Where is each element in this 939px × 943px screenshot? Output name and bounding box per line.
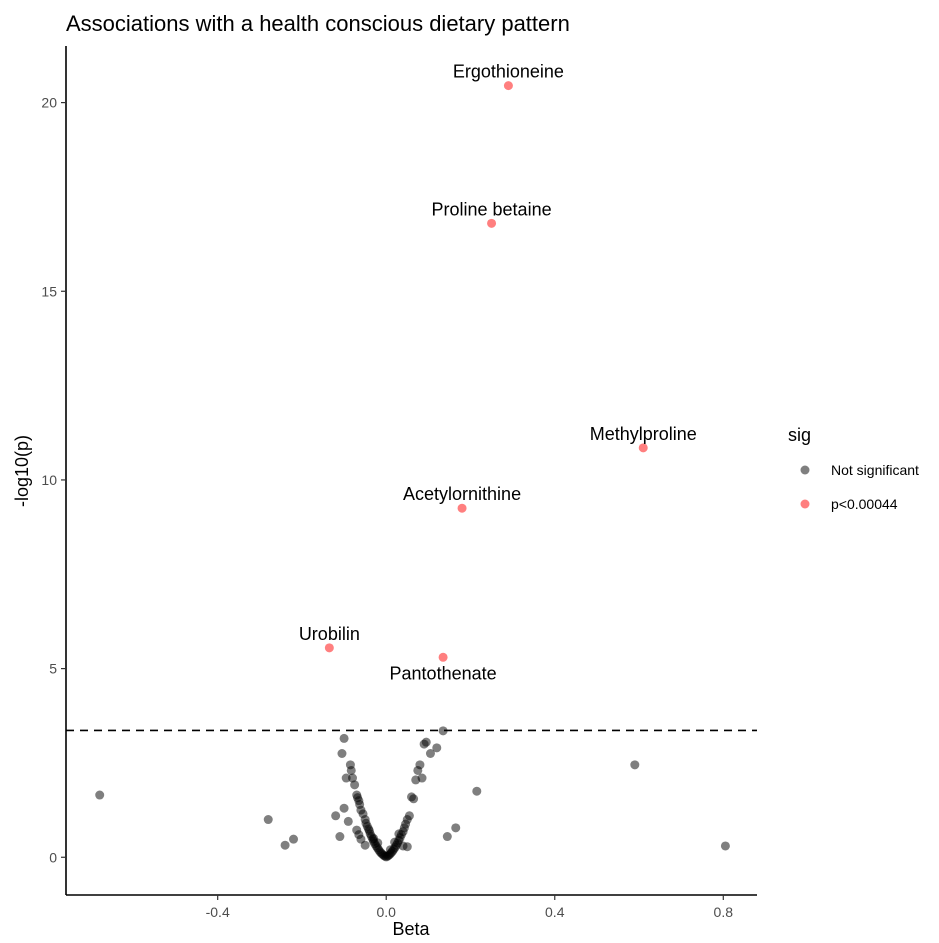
data-point-not-significant bbox=[339, 733, 349, 743]
data-point-not-significant bbox=[263, 815, 273, 825]
data-point-significant bbox=[438, 652, 448, 662]
data-point-significant bbox=[457, 503, 467, 513]
y-tick-label: 0 bbox=[49, 849, 57, 865]
data-point-not-significant bbox=[337, 749, 347, 758]
legend-swatch-not-significant bbox=[800, 465, 810, 475]
data-point-not-significant bbox=[630, 760, 640, 770]
data-point-not-significant bbox=[335, 832, 345, 842]
chart-title: Associations with a health conscious die… bbox=[66, 11, 570, 36]
point-label: Urobilin bbox=[299, 624, 360, 644]
data-point-not-significant bbox=[373, 838, 383, 848]
data-point-not-significant bbox=[385, 845, 395, 855]
y-tick-label: 20 bbox=[41, 95, 57, 111]
data-point-not-significant bbox=[339, 803, 349, 813]
data-point-not-significant bbox=[442, 832, 452, 842]
data-point-not-significant bbox=[394, 829, 404, 839]
x-tick-label: 0.0 bbox=[376, 904, 396, 920]
legend-title: sig bbox=[788, 425, 811, 445]
data-point-not-significant bbox=[720, 841, 730, 851]
data-point-not-significant bbox=[350, 780, 360, 790]
x-tick-label: 0.4 bbox=[545, 904, 565, 920]
point-labels: Ergothioneine Proline betaine Methylprolin… bbox=[299, 62, 697, 684]
data-point-not-significant bbox=[280, 840, 290, 850]
y-axis-title: -log10(p) bbox=[12, 435, 32, 507]
data-point-not-significant bbox=[402, 842, 412, 852]
legend-swatch-significant bbox=[800, 499, 810, 509]
y-tick-label: 15 bbox=[41, 283, 57, 299]
data-point-not-significant bbox=[289, 834, 299, 844]
data-point-not-significant bbox=[346, 765, 356, 775]
data-point-significant bbox=[324, 643, 334, 653]
data-point-not-significant bbox=[472, 786, 482, 796]
data-point-not-significant bbox=[451, 823, 461, 833]
point-label: Pantothenate bbox=[390, 663, 497, 683]
significant-points bbox=[324, 81, 648, 662]
point-label: Acetylornithine bbox=[403, 484, 521, 504]
legend: sig Not significant p<0.00044 bbox=[788, 425, 919, 512]
x-tick-label: -0.4 bbox=[206, 904, 230, 920]
x-tick-label: 0.8 bbox=[714, 904, 734, 920]
data-point-not-significant bbox=[409, 794, 419, 804]
legend-item-not-significant: Not significant bbox=[800, 462, 919, 478]
data-point-not-significant bbox=[417, 773, 427, 783]
data-point-significant bbox=[638, 443, 648, 453]
y-tick-label: 10 bbox=[41, 472, 57, 488]
data-point-not-significant bbox=[356, 834, 366, 844]
legend-item-significant: p<0.00044 bbox=[800, 496, 898, 512]
y-axis-ticks: 0 5 10 15 20 bbox=[41, 95, 66, 865]
data-point-significant bbox=[503, 81, 513, 91]
data-point-not-significant bbox=[432, 743, 442, 753]
axes: -0.4 0.0 0.4 0.8 0 5 10 15 20 bbox=[41, 46, 757, 920]
plot-area: Ergothioneine Proline betaine Methylprolin… bbox=[66, 62, 757, 862]
data-point-not-significant bbox=[415, 760, 425, 770]
point-label: Proline betaine bbox=[432, 199, 552, 219]
x-axis-ticks: -0.4 0.0 0.4 0.8 bbox=[206, 895, 734, 920]
point-label: Ergothioneine bbox=[453, 62, 564, 82]
not-significant-points bbox=[95, 726, 730, 862]
data-point-not-significant bbox=[425, 749, 435, 758]
legend-label-significant: p<0.00044 bbox=[831, 496, 898, 512]
y-tick-label: 5 bbox=[49, 661, 57, 677]
point-label: Methylproline bbox=[590, 424, 697, 444]
x-axis-title: Beta bbox=[392, 919, 430, 939]
data-point-not-significant bbox=[341, 773, 351, 783]
legend-label-not-significant: Not significant bbox=[831, 462, 919, 478]
data-point-not-significant bbox=[421, 737, 431, 747]
data-point-significant bbox=[487, 218, 497, 228]
data-point-not-significant bbox=[390, 837, 400, 847]
data-point-not-significant bbox=[343, 816, 353, 826]
data-point-not-significant bbox=[95, 790, 105, 800]
data-point-not-significant bbox=[438, 726, 448, 736]
data-point-not-significant bbox=[404, 811, 414, 821]
data-point-not-significant bbox=[348, 773, 358, 783]
data-point-not-significant bbox=[331, 811, 341, 821]
